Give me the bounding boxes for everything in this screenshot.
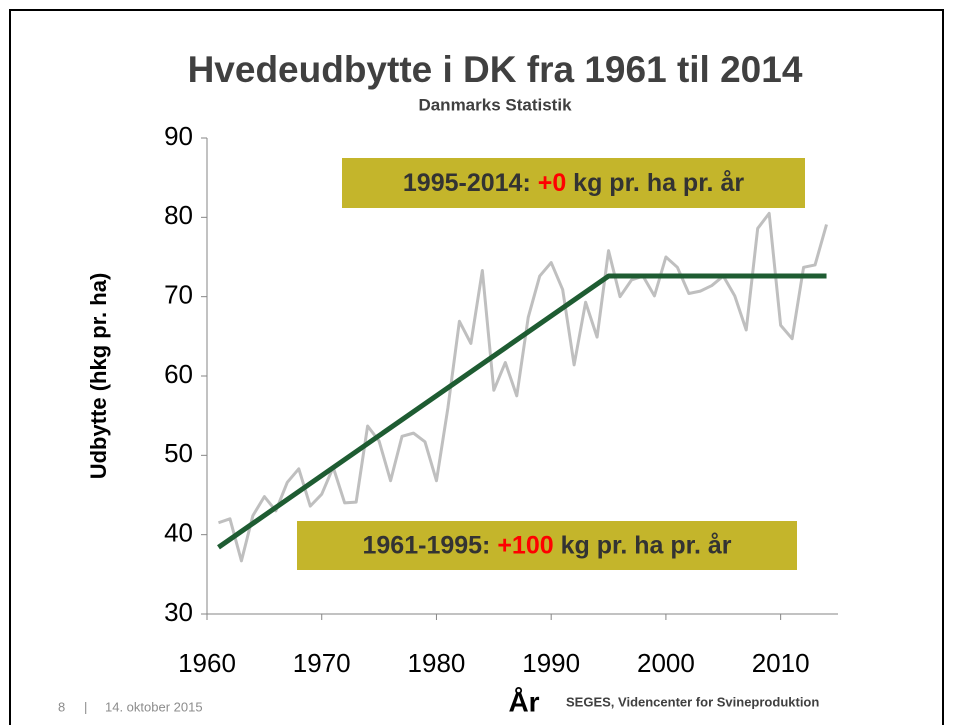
y-axis-label: Udbytte (hkg pr. ha): [86, 273, 111, 480]
annotation-part: 1961-1995:: [363, 531, 498, 559]
x-tick-label: 2010: [752, 648, 810, 678]
y-tick-label: 70: [164, 280, 193, 310]
annotation-part: +100: [497, 531, 553, 559]
annotation-part: kg pr. ha pr. år: [566, 169, 744, 197]
y-tick-label: 80: [164, 200, 193, 230]
x-tick-label: 1980: [408, 648, 466, 678]
chart-title: Hvedeudbytte i DK fra 1961 til 2014: [188, 49, 803, 90]
annotation-box: [342, 158, 805, 208]
data-line: [217, 211, 828, 563]
y-tick-label: 50: [164, 438, 193, 468]
annotation: 1961-1995: +100 kg pr. ha pr. år: [363, 531, 732, 559]
annotation-part: kg pr. ha pr. år: [554, 531, 732, 559]
annotation-box: [297, 521, 797, 570]
y-tick-label: 30: [164, 597, 193, 627]
chart-subtitle: Danmarks Statistik: [418, 95, 572, 114]
x-tick-label: 1970: [293, 648, 351, 678]
x-axis-label: År: [508, 686, 539, 717]
y-tick-label: 90: [164, 121, 193, 151]
annotation: 1995-2014: +0 kg pr. ha pr. år: [403, 169, 744, 197]
footer-organization: SEGES, Videncenter for Svineproduktion: [566, 694, 819, 709]
footer-page: 8: [58, 699, 65, 714]
y-tick-label: 40: [164, 518, 193, 548]
footer-date: 14. oktober 2015: [105, 699, 203, 714]
annotation-part: +0: [538, 169, 567, 197]
annotation-part: 1995-2014:: [403, 169, 538, 197]
x-tick-label: 2000: [637, 648, 695, 678]
slide-frame: [9, 9, 944, 725]
trend-line: [217, 273, 827, 550]
x-tick-label: 1990: [522, 648, 580, 678]
x-tick-label: 1960: [178, 648, 236, 678]
y-tick-label: 60: [164, 359, 193, 389]
footer-separator: |: [84, 699, 87, 714]
